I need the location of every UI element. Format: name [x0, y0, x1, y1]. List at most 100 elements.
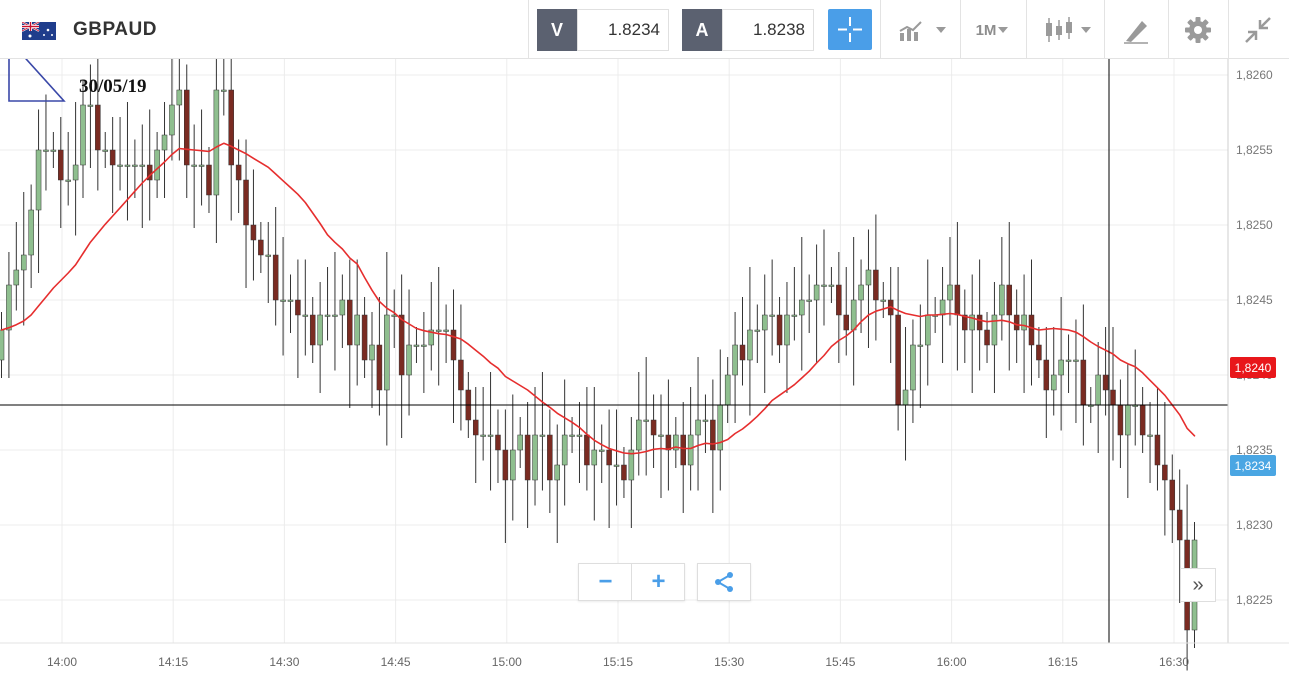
candle-down — [1013, 314, 1020, 331]
date-annotation: 30/05/19 — [79, 76, 147, 97]
settings-button[interactable] — [1180, 12, 1216, 48]
candle-up — [287, 299, 294, 302]
candle-down — [1110, 389, 1116, 406]
sell-label[interactable]: V — [537, 9, 577, 51]
candle-up — [1050, 374, 1057, 391]
zoom-divider — [631, 564, 632, 600]
candle-up — [0, 329, 5, 361]
candle-down — [502, 449, 509, 481]
crosshair-button[interactable] — [828, 9, 872, 50]
candle-up — [487, 434, 494, 437]
candle-down — [309, 314, 316, 346]
toolbar-divider — [528, 0, 529, 59]
price-tick-label: 1,8245 — [1236, 293, 1273, 307]
candle-up — [821, 284, 827, 287]
chart-toolbar: GBPAUD V 1.8234 A 1.8238 1M — [0, 0, 1289, 59]
instrument-symbol: GBPAUD — [73, 19, 157, 40]
candle-up — [102, 149, 108, 152]
gear-icon — [1185, 17, 1211, 43]
candle-up — [628, 449, 635, 481]
candle-up — [561, 434, 568, 466]
candle-up — [813, 284, 820, 301]
candle-up — [65, 179, 71, 182]
candle-down — [1028, 314, 1035, 346]
candle-up — [161, 134, 168, 151]
chart-type-button[interactable] — [895, 12, 953, 48]
candle-up — [124, 164, 131, 167]
candle-down — [1080, 359, 1087, 406]
candle-up — [576, 434, 583, 437]
candlestick-icon — [1046, 17, 1091, 42]
sell-price[interactable]: 1.8234 — [577, 9, 669, 51]
candle-up — [850, 299, 857, 331]
candle-down — [524, 434, 531, 481]
candle-down — [843, 314, 849, 331]
candle-up — [1147, 434, 1153, 437]
zoom-in-button[interactable]: + — [651, 568, 666, 595]
buy-label[interactable]: A — [682, 9, 722, 51]
candle-down — [1102, 374, 1109, 391]
candle-down — [984, 329, 990, 346]
candle-up — [761, 314, 768, 331]
candle-up — [1065, 359, 1072, 362]
time-tick-label: 14:30 — [269, 655, 299, 669]
candle-up — [176, 89, 183, 106]
time-tick-label: 15:45 — [825, 655, 855, 669]
candle-up — [50, 149, 57, 152]
share-button[interactable] — [697, 563, 751, 601]
candle-up — [117, 164, 123, 167]
candle-up — [747, 329, 753, 361]
candle-up — [169, 104, 175, 136]
zoom-out-button[interactable]: − — [598, 568, 613, 595]
candle-up — [6, 284, 12, 331]
candle-down — [347, 299, 353, 346]
triangle-drawing[interactable] — [8, 59, 66, 102]
candle-up — [865, 269, 872, 286]
candle-down — [250, 224, 257, 241]
timeframe-button[interactable]: 1M — [968, 12, 1018, 48]
candle-up — [280, 299, 286, 302]
candle-up — [132, 164, 138, 167]
toolbar-divider — [1026, 0, 1027, 59]
candle-up — [724, 374, 731, 406]
candle-up — [947, 284, 953, 301]
candle-up — [510, 449, 516, 481]
time-axis: 14:00 14:15 14:30 14:45 15:00 15:15 15:30 15:45… — [47, 655, 1189, 669]
candle-up — [569, 434, 575, 437]
candle-up — [702, 419, 709, 422]
candle-down — [398, 314, 405, 376]
candle-down — [1169, 479, 1176, 511]
candle-up — [384, 314, 390, 391]
candle-up — [658, 434, 664, 437]
chevron-down-icon — [998, 27, 1009, 33]
candle-up — [643, 419, 649, 422]
candle-down — [680, 434, 686, 466]
candle-type-button[interactable] — [1038, 12, 1096, 48]
candle-up — [221, 89, 227, 92]
collapse-button[interactable] — [1238, 12, 1278, 48]
time-tick-label: 16:15 — [1048, 655, 1078, 669]
time-tick-label: 15:15 — [603, 655, 633, 669]
candle-up — [591, 449, 598, 466]
candle-up — [613, 464, 620, 467]
candle-up — [517, 434, 523, 451]
time-tick-label: 15:30 — [714, 655, 744, 669]
candle-up — [1021, 314, 1027, 331]
candle-up — [139, 164, 146, 167]
candle-down — [962, 314, 968, 331]
price-tick-label: 1,8230 — [1236, 518, 1273, 532]
crosshair-icon — [838, 17, 862, 42]
buy-price[interactable]: 1.8238 — [722, 9, 814, 51]
candle-down — [495, 434, 501, 451]
candle-down — [58, 149, 64, 181]
candle-down — [954, 284, 961, 316]
time-tick-label: 15:00 — [492, 655, 522, 669]
candle-up — [28, 209, 34, 256]
scroll-to-end-button[interactable]: » — [1180, 568, 1216, 602]
price-tick-label: 1,8235 — [1236, 443, 1273, 457]
drawing-tools-button[interactable] — [1118, 12, 1154, 48]
candle-up — [532, 434, 538, 481]
toolbar-divider — [880, 0, 881, 59]
moving-average-line — [0, 142, 1196, 455]
price-chart[interactable]: 1,8260 1,8255 1,8250 1,8245 1,8240 1,8235 1,82… — [0, 59, 1289, 683]
